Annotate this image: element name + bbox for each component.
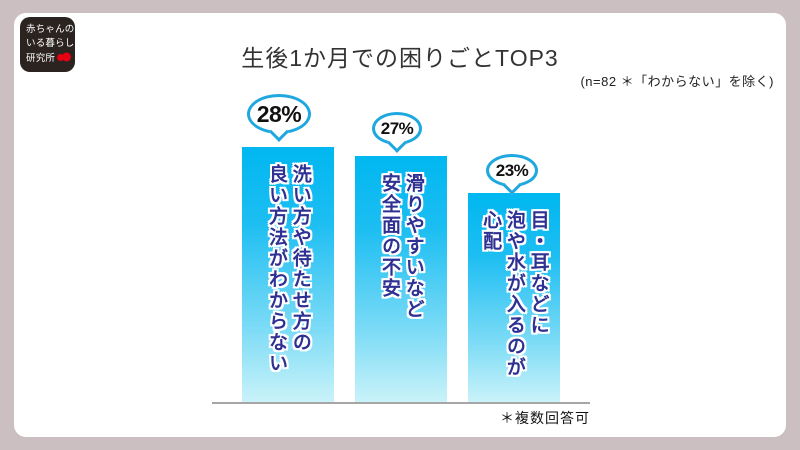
sample-size-note: (n=82 ＊「わからない」を除く) (580, 74, 774, 89)
logo-text-line: 研究所 (26, 52, 75, 67)
page-title: 生後1か月での困りごとTOP3 (241, 45, 559, 71)
chart-card: 赤ちゃんの いる暮らし 研究所 生後1か月での困りごとTOP3 (n=82 ＊「… (14, 13, 786, 437)
logo-text-line: いる暮らし (26, 38, 75, 50)
logo-text-line: 赤ちゃんの (26, 24, 75, 35)
bar-category-label: 滑りやすいなど 安全面の不安 (379, 173, 424, 320)
value-bubble: 28% (247, 94, 311, 142)
brand-logo: 赤ちゃんの いる暮らし 研究所 (20, 17, 75, 72)
value-label: 23% (495, 160, 529, 180)
x-axis-line (212, 402, 590, 404)
logo-text-line: 研究所 (26, 52, 56, 64)
value-bubble: 23% (486, 154, 538, 195)
bar: 目・耳などに 泡や水が入るのが 心配 (468, 193, 560, 403)
bar-chart: 28% 27% 23% 洗い方や待たせ方の 良い方法がわからない 滑りやすいなど… (14, 13, 786, 437)
cherries-icon (56, 52, 72, 67)
value-label: 27% (380, 118, 414, 138)
bar: 洗い方や待たせ方の 良い方法がわからない (242, 147, 334, 403)
bar-category-label: 目・耳などに 泡や水が入るのが 心配 (480, 210, 549, 378)
multiple-answers-note: ＊複数回答可 (500, 410, 590, 426)
value-bubble: 27% (372, 112, 422, 153)
bar: 滑りやすいなど 安全面の不安 (355, 156, 447, 403)
bar-category-label: 洗い方や待たせ方の 良い方法がわからない (266, 164, 311, 374)
